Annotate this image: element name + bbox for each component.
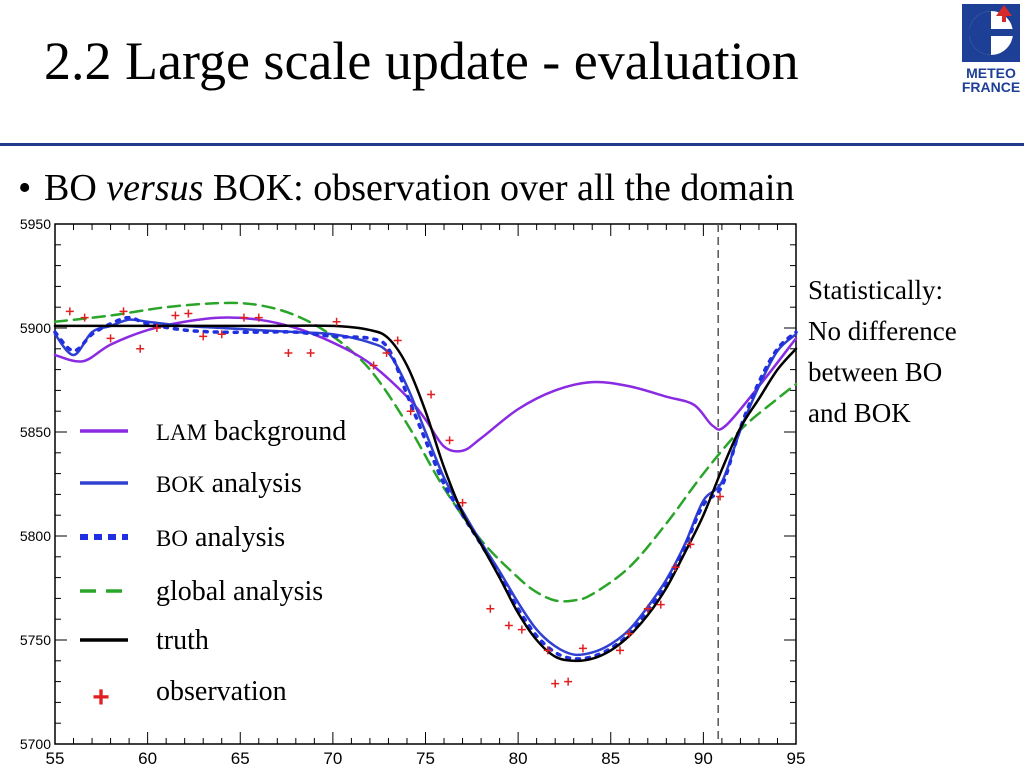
statistics-note: Statistically: No difference between BO … bbox=[808, 270, 957, 434]
bullet-prefix: BO bbox=[44, 167, 107, 209]
y-tick-label: 5700 bbox=[20, 736, 51, 752]
observation-point bbox=[656, 600, 665, 609]
x-tick-label: 55 bbox=[46, 749, 65, 768]
legend-label-suffix: background bbox=[207, 416, 346, 447]
observation-point bbox=[406, 407, 415, 416]
note-line-4: and BOK bbox=[808, 398, 911, 428]
observation-point bbox=[239, 313, 248, 322]
y-tick-label: 5900 bbox=[20, 320, 51, 336]
observation-point bbox=[136, 344, 145, 353]
legend-label-4: truth bbox=[156, 625, 209, 656]
series-line-4 bbox=[53, 324, 798, 663]
y-tick-label: 5950 bbox=[20, 216, 51, 232]
bullet-italic: versus bbox=[106, 167, 204, 209]
legend-label-3: global analysis bbox=[156, 576, 323, 607]
bullet-suffix: BOK: observation over all the domain bbox=[203, 167, 795, 209]
title-divider bbox=[0, 143, 1024, 146]
x-tick-label: 80 bbox=[509, 749, 528, 768]
observation-point bbox=[458, 498, 467, 507]
note-line-1: Statistically: bbox=[808, 275, 943, 305]
observation-point bbox=[80, 313, 89, 322]
observation-point bbox=[517, 625, 526, 634]
logo-arrow bbox=[996, 5, 1012, 22]
x-tick-label: 65 bbox=[231, 749, 250, 768]
observation-point bbox=[625, 629, 634, 638]
logo-text-meteo: METEO bbox=[966, 65, 1016, 81]
bullet-point: • BO versus BOK: observation over all the… bbox=[18, 166, 794, 210]
x-tick-label: 85 bbox=[601, 749, 620, 768]
observation-point bbox=[284, 348, 293, 357]
legend-label-prefix: BOK bbox=[156, 472, 205, 497]
observation-point bbox=[445, 436, 454, 445]
observation-point bbox=[393, 336, 402, 345]
series-line-3 bbox=[53, 301, 798, 603]
x-tick-label: 70 bbox=[323, 749, 342, 768]
observation-point bbox=[616, 646, 625, 655]
y-tick-label: 5850 bbox=[20, 424, 51, 440]
observation-point bbox=[171, 311, 180, 320]
legend-label-suffix: analysis bbox=[205, 468, 302, 499]
x-tick-label: 95 bbox=[787, 749, 806, 768]
legend-label-1: BOK analysis bbox=[156, 468, 302, 499]
meteo-france-logo: METEO FRANCE bbox=[962, 4, 1020, 95]
legend-label-5: observation bbox=[156, 676, 287, 707]
logo-band bbox=[969, 29, 1013, 36]
observation-point bbox=[564, 677, 573, 686]
observation-point bbox=[551, 679, 560, 688]
x-tick-label: 90 bbox=[694, 749, 713, 768]
observation-point bbox=[152, 324, 161, 332]
legend-label-0: LAM background bbox=[156, 416, 346, 447]
observation-point bbox=[643, 604, 652, 613]
observation-point bbox=[716, 492, 725, 501]
observation-point bbox=[486, 604, 495, 613]
note-line-3: between BO bbox=[808, 357, 943, 387]
observation-point bbox=[427, 390, 436, 399]
x-tick-label: 60 bbox=[138, 749, 157, 768]
legend-label-suffix: analysis bbox=[188, 522, 285, 553]
legend-label-2: BO analysis bbox=[156, 522, 285, 553]
x-tick-label: 75 bbox=[416, 749, 435, 768]
legend-label-prefix: BO bbox=[156, 526, 188, 551]
series-line-2 bbox=[53, 315, 798, 661]
logo-text-france: FRANCE bbox=[962, 79, 1020, 95]
observation-point bbox=[369, 361, 378, 370]
observation-point bbox=[184, 309, 193, 318]
observation-point bbox=[199, 332, 208, 341]
series-line-0 bbox=[53, 316, 798, 453]
observation-point bbox=[119, 307, 128, 316]
page-title: 2.2 Large scale update - evaluation bbox=[44, 31, 799, 91]
observation-point bbox=[332, 317, 341, 326]
y-tick-label: 5750 bbox=[20, 632, 51, 648]
observation-point bbox=[254, 313, 263, 322]
observation-point bbox=[543, 646, 552, 655]
line-chart: 55 60 65 70 75 80 85 90 95 5700 5750 5800 5850 5900 59… bbox=[20, 216, 806, 768]
observation-point bbox=[306, 348, 315, 357]
legend-marker-observation: + bbox=[92, 681, 110, 714]
observation-point bbox=[106, 334, 115, 343]
observation-point bbox=[217, 330, 226, 339]
observation-point bbox=[578, 644, 587, 653]
observation-point bbox=[382, 348, 391, 357]
observation-point bbox=[504, 621, 513, 630]
bullet-dot: • bbox=[18, 167, 32, 209]
observation-point bbox=[686, 540, 695, 549]
observation-point bbox=[671, 563, 680, 572]
y-tick-label: 5800 bbox=[20, 528, 51, 544]
note-line-2: No difference bbox=[808, 316, 957, 346]
observation-point bbox=[65, 307, 74, 316]
legend-label-prefix: LAM bbox=[156, 420, 207, 445]
